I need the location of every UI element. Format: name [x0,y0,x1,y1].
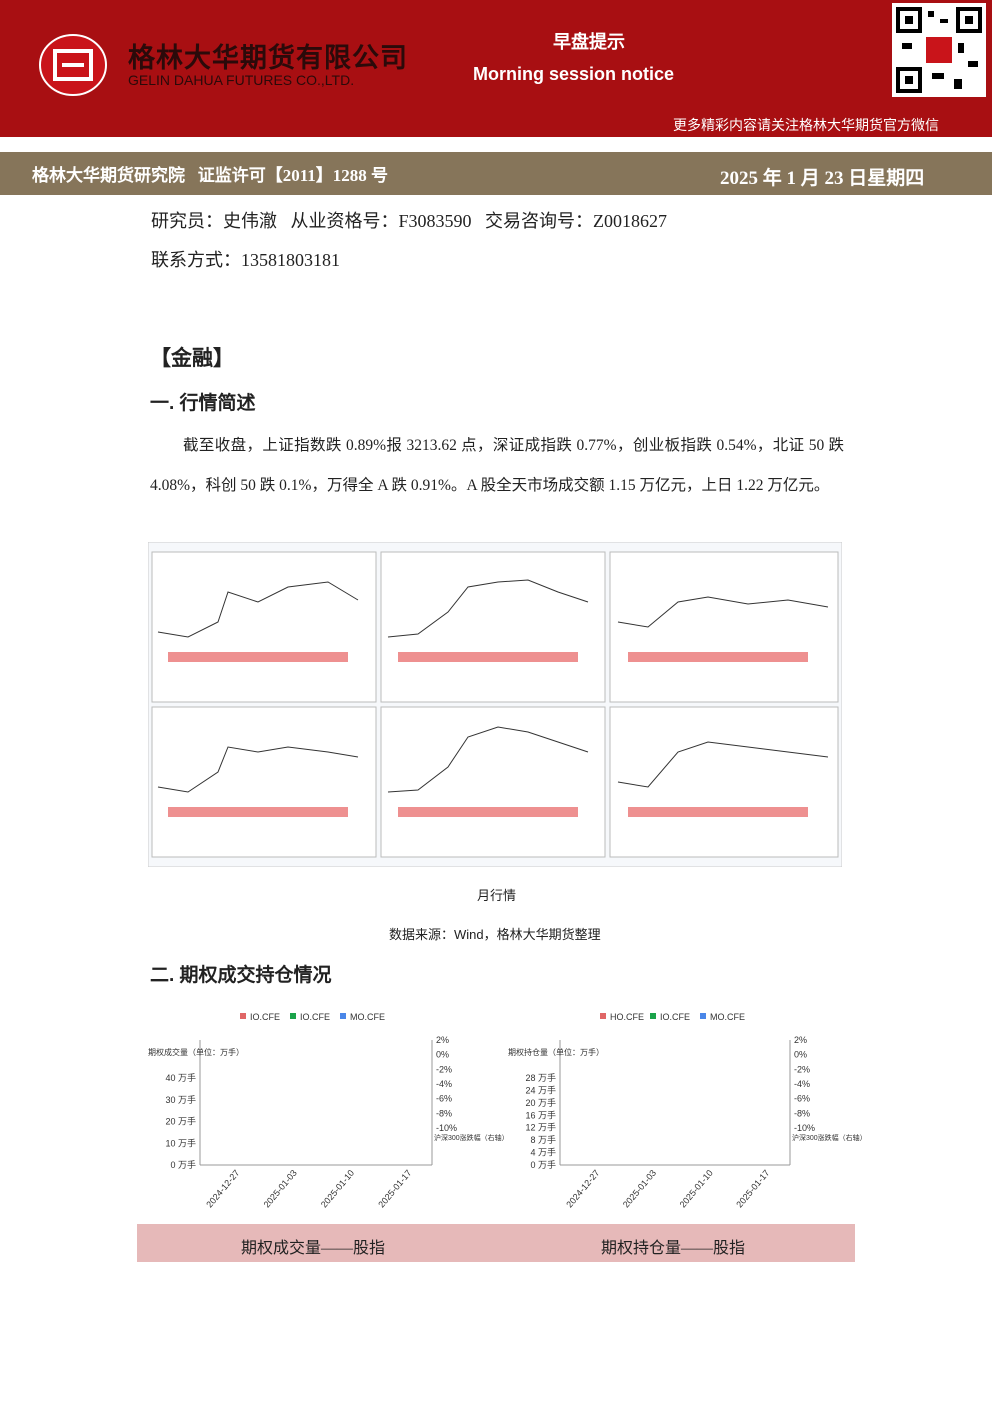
y-tick-label: 0 万手 [530,1159,556,1170]
legend-swatch [700,1013,706,1019]
y2-tick-label: 2% [794,1035,807,1045]
header-band [0,0,992,137]
y2-tick-label: 0% [436,1050,449,1060]
legend-label: MO.CFE [350,1012,385,1022]
company-en: GELIN DAHUA FUTURES CO.,LTD. [128,72,355,88]
option-charts: IO.CFE IO.CFE MO.CFE 期权成交量（单位：万手） 0 万手 10 万手 2… [148,1012,867,1210]
legend-swatch [600,1013,606,1019]
legend-swatch [290,1013,296,1019]
legend-swatch [340,1013,346,1019]
y-tick-label: 24 万手 [525,1084,556,1095]
y2-tick-label: -4% [794,1079,810,1089]
x-tick-label: 2025-01-03 [621,1168,658,1210]
caption-row [137,1224,855,1262]
y2-tick-label: -2% [436,1064,452,1074]
x-tick-label: 2025-01-10 [678,1168,715,1210]
x-tick-label: 2024-12-27 [564,1168,601,1210]
y2-tick-label: -6% [436,1094,452,1104]
y-axis-label: 期权成交量（单位：万手） [148,1047,244,1057]
heading: 一. 行情简述 [150,393,256,414]
heading: 二. 期权成交持仓情况 [150,965,332,986]
institute: 格林大华期货研究院 证监许可【2011】1288 号 [32,161,388,186]
date: 2025 年 1 月 23 日星期四 [720,168,925,189]
caption: 期权成交量——股指 [241,1240,386,1257]
institute-name: 格林大华期货研究院 [32,166,185,185]
y2-tick-label: -8% [794,1108,810,1118]
y2-tick-label: -10% [794,1123,815,1133]
researcher: 研究员：史伟澈 [151,211,277,231]
wechat-note: 更多精彩内容请关注格林大华期货官方微信 [673,117,939,133]
license: 证监许可【2011】1288 号 [197,166,389,185]
caption: 期权持仓量——股指 [601,1240,746,1257]
legend-swatch [240,1013,246,1019]
y-tick-label: 20 万手 [525,1097,556,1108]
y2-tick-label: -8% [436,1108,452,1118]
legend-label: HO.CFE [610,1012,644,1022]
legend-label: MO.CFE [710,1012,745,1022]
x-tick-label: 2025-01-17 [734,1168,771,1210]
researcher-line: 研究员：史伟澈 从业资格号：F3083590 交易咨询号：Z0018627 [151,207,667,233]
y2-axis-label: 沪深300涨跌幅（右轴） [434,1133,509,1142]
logo [39,34,107,96]
qr-code [892,3,986,97]
banner [0,152,992,195]
figure-source: 数据来源：Wind，格林大华期货整理 [389,927,601,942]
y-tick-label: 40 万手 [165,1072,196,1083]
legend-label: IO.CFE [250,1012,280,1022]
market-screenshot [148,542,842,867]
y-tick-label: 4 万手 [530,1147,556,1158]
qualification: 从业资格号：F3083590 [290,211,472,231]
y2-tick-label: -10% [436,1123,457,1133]
y-tick-label: 30 万手 [165,1094,196,1105]
y-tick-label: 16 万手 [525,1109,556,1120]
y-tick-label: 8 万手 [530,1134,556,1145]
paragraph: 截至收盘，上证指数跌 0.89%报 3213.62 点，深证成指跌 0.77%，… [150,437,844,494]
company-cn: 格林大华期货有限公司 [128,43,408,73]
y-tick-label: 0 万手 [170,1159,196,1170]
legend-label: IO.CFE [300,1012,330,1022]
y-tick-label: 12 万手 [525,1122,556,1133]
title-cn: 早盘提示 [553,32,625,52]
x-tick-label: 2025-01-03 [262,1168,299,1210]
y2-tick-label: 2% [436,1035,449,1045]
legend-swatch [650,1013,656,1019]
x-tick-label: 2025-01-17 [376,1168,413,1210]
y2-axis-label: 沪深300涨跌幅（右轴） [792,1133,867,1142]
consult: 交易咨询号：Z0018627 [485,211,668,231]
phone: 联系方式：13581803181 [151,250,340,270]
section-title: 【金融】 [150,347,234,370]
title-en: Morning session notice [473,64,675,84]
y2-tick-label: -2% [794,1064,810,1074]
x-tick-label: 2024-12-27 [204,1168,241,1210]
figure-caption: 月行情 [477,888,517,903]
y-tick-label: 28 万手 [525,1072,556,1083]
y-axis-label: 期权持仓量（单位：万手） [508,1047,604,1057]
y2-tick-label: -6% [794,1094,810,1104]
y2-tick-label: -4% [436,1079,452,1089]
y2-tick-label: 0% [794,1050,807,1060]
legend-label: IO.CFE [660,1012,690,1022]
y-tick-label: 10 万手 [165,1137,196,1148]
y-tick-label: 20 万手 [165,1116,196,1127]
x-tick-label: 2025-01-10 [319,1168,356,1210]
